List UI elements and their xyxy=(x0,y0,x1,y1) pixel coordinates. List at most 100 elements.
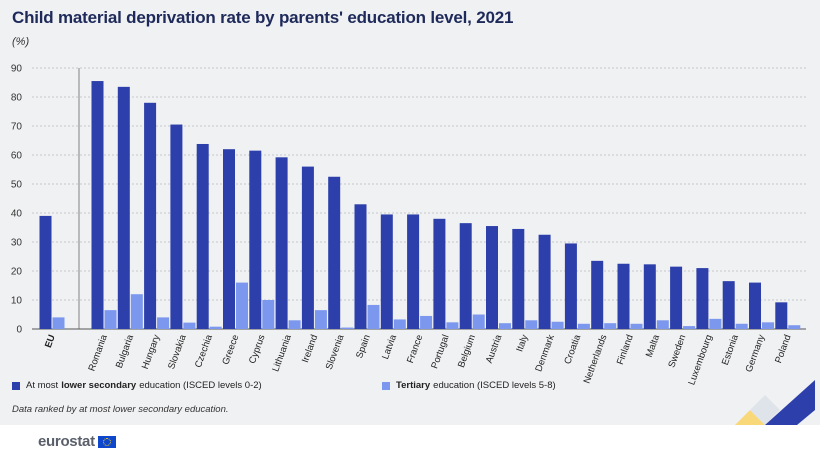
legend-item-tertiary[interactable]: Tertiary education (ISCED levels 5-8) xyxy=(382,380,556,391)
y-axis-ticks: 0 10 20 30 40 50 60 70 80 90 xyxy=(11,64,23,336)
x-tick-label-bulgaria: Bulgaria xyxy=(114,333,137,370)
x-tick-label-austria: Austria xyxy=(484,333,505,365)
bar-lower-secondary-czechia xyxy=(196,143,209,329)
legend-swatch-tertiary xyxy=(382,381,390,390)
bar-chart: 0 10 20 30 40 50 60 70 80 90 EU Romania Bulgaria Hun… xyxy=(11,64,806,387)
decoration-blue-shape xyxy=(765,380,815,435)
bar-tertiary-denmark xyxy=(551,321,564,329)
bar-tertiary-austria xyxy=(499,323,511,329)
bar-tertiary-eu xyxy=(52,317,65,329)
bar-lower-secondary-germany xyxy=(749,282,761,329)
bar-tertiary-ireland xyxy=(314,310,327,329)
ranking-note: Data ranked by at most lower secondary e… xyxy=(12,404,229,415)
bar-tertiary-luxembourg xyxy=(709,318,722,329)
y-axis-unit: (%) xyxy=(12,36,30,48)
bar-lower-secondary-croatia xyxy=(564,243,577,329)
bar-lower-secondary-belgium xyxy=(459,223,472,329)
bar-lower-secondary-bulgaria xyxy=(117,86,130,329)
y-tick-label: 90 xyxy=(11,64,23,75)
y-tick-label: 80 xyxy=(11,93,23,104)
bar-tertiary-lithuania xyxy=(288,320,301,329)
y-tick-label: 50 xyxy=(11,180,23,191)
footer xyxy=(0,425,820,460)
bar-lower-secondary-slovenia xyxy=(328,176,341,329)
x-tick-label-portugal: Portugal xyxy=(429,333,451,370)
bar-tertiary-czechia xyxy=(209,326,222,329)
bar-tertiary-greece xyxy=(236,282,248,329)
bars xyxy=(39,81,801,329)
bar-tertiary-bulgaria xyxy=(130,294,143,329)
bar-lower-secondary-ireland xyxy=(301,166,314,329)
bar-lower-secondary-netherlands xyxy=(591,260,604,329)
chart-panel xyxy=(0,0,820,425)
bar-lower-secondary-latvia xyxy=(380,214,393,329)
x-tick-label-cyprus: Cyprus xyxy=(247,333,268,365)
bar-tertiary-italy xyxy=(525,320,538,329)
logo-text: eurostat xyxy=(38,433,95,450)
x-tick-label-italy: Italy xyxy=(514,333,530,353)
x-tick-label-slovakia: Slovakia xyxy=(166,333,189,371)
bar-lower-secondary-austria xyxy=(486,226,498,329)
legend-low-prefix: At most xyxy=(26,380,59,391)
bar-lower-secondary-italy xyxy=(512,228,525,329)
x-tick-label-hungary: Hungary xyxy=(140,333,163,371)
bar-lower-secondary-slovakia xyxy=(170,124,183,329)
bar-lower-secondary-poland xyxy=(775,302,788,329)
legend-low-bold: lower secondary xyxy=(61,380,137,391)
bar-tertiary-poland xyxy=(788,325,801,329)
bar-lower-secondary-malta xyxy=(643,264,656,329)
bar-tertiary-cyprus xyxy=(262,300,275,329)
y-tick-label: 0 xyxy=(16,325,22,336)
y-tick-label: 20 xyxy=(11,267,23,278)
y-tick-label: 10 xyxy=(11,296,23,307)
decoration-grey-shape xyxy=(750,395,780,425)
bar-tertiary-slovakia xyxy=(183,322,196,329)
legend-item-lower-secondary[interactable]: At most lower secondary education (ISCED… xyxy=(12,380,262,391)
x-tick-label-netherlands: Netherlands xyxy=(582,333,610,385)
x-tick-label-ireland: Ireland xyxy=(300,333,320,364)
x-tick-label-belgium: Belgium xyxy=(456,333,478,369)
bar-tertiary-croatia xyxy=(577,323,590,329)
bar-lower-secondary-portugal xyxy=(433,218,446,329)
bar-tertiary-sweden xyxy=(683,326,696,329)
bar-tertiary-hungary xyxy=(157,317,170,329)
bar-lower-secondary-france xyxy=(407,214,420,329)
bar-lower-secondary-eu xyxy=(39,215,52,329)
x-tick-label-czechia: Czechia xyxy=(193,333,215,370)
bar-lower-secondary-cyprus xyxy=(249,150,262,329)
bar-tertiary-germany xyxy=(762,322,774,329)
y-tick-label: 40 xyxy=(11,209,23,220)
bar-tertiary-malta xyxy=(656,320,669,329)
chart-title: Child material deprivation rate by paren… xyxy=(12,8,514,27)
bar-lower-secondary-denmark xyxy=(538,234,551,329)
bar-tertiary-finland xyxy=(630,323,643,329)
bar-lower-secondary-estonia xyxy=(722,281,735,329)
bar-lower-secondary-sweden xyxy=(670,266,683,329)
x-tick-label-poland: Poland xyxy=(773,333,793,365)
y-tick-label: 60 xyxy=(11,151,23,162)
bar-tertiary-romania xyxy=(104,310,117,329)
legend-low-suffix: education (ISCED levels 0-2) xyxy=(139,380,262,391)
legend-high-bold: Tertiary xyxy=(396,380,431,391)
eu-flag-icon xyxy=(97,435,116,448)
bar-tertiary-latvia xyxy=(393,319,406,329)
bar-tertiary-spain xyxy=(367,304,380,329)
bar-lower-secondary-finland xyxy=(617,263,630,329)
bar-tertiary-netherlands xyxy=(604,323,617,329)
y-tick-label: 70 xyxy=(11,122,23,133)
x-tick-label-spain: Spain xyxy=(354,333,373,360)
bar-lower-secondary-spain xyxy=(354,204,367,329)
bar-lower-secondary-hungary xyxy=(144,102,157,329)
eurostat-logo[interactable]: eurostat xyxy=(38,433,116,450)
bar-tertiary-france xyxy=(420,315,433,329)
y-tick-label: 30 xyxy=(11,238,23,249)
x-tick-label-croatia: Croatia xyxy=(562,333,583,366)
bar-lower-secondary-greece xyxy=(223,149,235,329)
bar-tertiary-belgium xyxy=(472,314,485,329)
x-tick-label-denmark: Denmark xyxy=(533,333,557,373)
x-tick-label-malta: Malta xyxy=(644,333,663,359)
x-tick-label-latvia: Latvia xyxy=(380,333,399,361)
x-tick-label-lithuania: Lithuania xyxy=(270,333,294,374)
x-tick-label-greece: Greece xyxy=(220,333,241,366)
x-tick-label-estonia: Estonia xyxy=(720,333,741,367)
